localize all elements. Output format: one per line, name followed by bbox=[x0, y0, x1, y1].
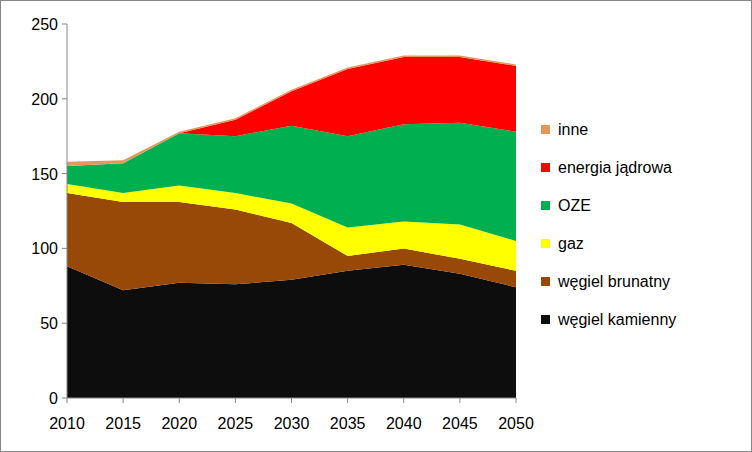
x-tick bbox=[123, 398, 124, 403]
x-tick bbox=[459, 398, 460, 403]
x-tick bbox=[67, 398, 68, 403]
y-tick bbox=[62, 248, 67, 249]
legend-swatch bbox=[541, 201, 550, 210]
x-tick-label: 2035 bbox=[330, 415, 366, 432]
x-tick bbox=[516, 398, 517, 403]
y-tick-label: 0 bbox=[49, 390, 58, 407]
x-tick-label: 2020 bbox=[161, 415, 197, 432]
chart-frame bbox=[1, 1, 752, 452]
legend-label: energia jądrowa bbox=[558, 159, 672, 176]
legend-swatch bbox=[541, 163, 550, 172]
x-tick-label: 2030 bbox=[274, 415, 310, 432]
legend-swatch bbox=[541, 239, 550, 248]
y-tick bbox=[62, 98, 67, 99]
legend-label: węgiel brunatny bbox=[557, 273, 670, 290]
area bbox=[67, 55, 516, 166]
chart: 0 50 100 150 200 250 2010 2015 2020 2025 2030 2035 2… bbox=[0, 0, 752, 452]
y-tick bbox=[62, 398, 67, 399]
y-tick-label: 150 bbox=[31, 166, 58, 183]
y-tick bbox=[62, 24, 67, 25]
x-tick-label: 2025 bbox=[218, 415, 254, 432]
legend-label: OZE bbox=[558, 197, 591, 214]
y-axis bbox=[67, 24, 68, 398]
legend-swatch bbox=[541, 125, 550, 134]
legend-label: gaz bbox=[558, 235, 584, 252]
x-tick bbox=[347, 398, 348, 403]
legend-swatch bbox=[541, 315, 550, 324]
y-tick-label: 50 bbox=[40, 315, 58, 332]
y-tick bbox=[62, 323, 67, 324]
area bbox=[67, 123, 516, 241]
legend: inne energia jądrowa OZE gaz węgiel brunatny… bbox=[541, 121, 676, 328]
x-tick-label: 2045 bbox=[442, 415, 478, 432]
legend-swatch bbox=[541, 277, 550, 286]
x-tick bbox=[403, 398, 404, 403]
y-tick bbox=[62, 173, 67, 174]
legend-label: inne bbox=[558, 121, 588, 138]
y-tick-label: 100 bbox=[31, 240, 58, 257]
x-tick-label: 2050 bbox=[498, 415, 534, 432]
x-tick-label: 2040 bbox=[386, 415, 422, 432]
x-tick-label: 2015 bbox=[105, 415, 141, 432]
x-tick-label: 2010 bbox=[49, 415, 85, 432]
x-tick bbox=[179, 398, 180, 403]
y-tick-label: 200 bbox=[31, 91, 58, 108]
area bbox=[67, 57, 516, 166]
y-tick-label: 250 bbox=[31, 16, 58, 33]
plot-area bbox=[67, 55, 516, 398]
x-tick bbox=[291, 398, 292, 403]
x-tick bbox=[235, 398, 236, 403]
legend-label: węgiel kamienny bbox=[557, 311, 676, 328]
